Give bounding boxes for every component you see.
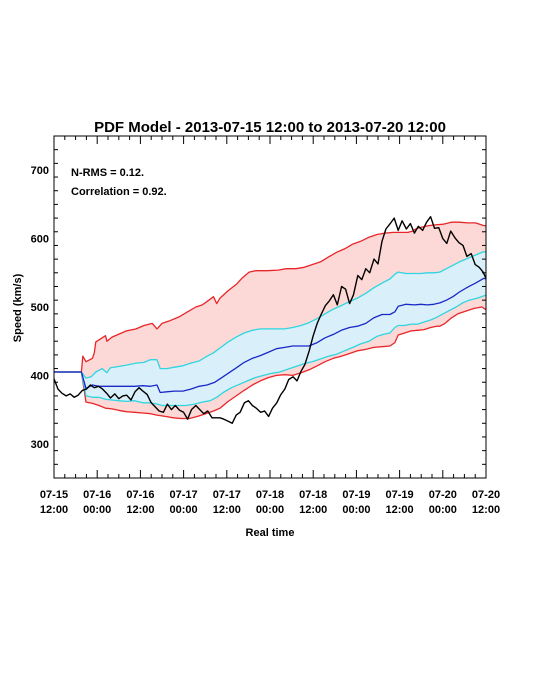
x-tick-label-date: 07-19 bbox=[386, 489, 414, 501]
axis-ticks: 300 400 500 600 700 07-15 12:00 07-16 00:00 07-16… bbox=[31, 136, 500, 516]
inner-confidence-band bbox=[54, 251, 486, 406]
x-tick-label-time: 00:00 bbox=[342, 504, 370, 516]
y-tick-label: 400 bbox=[31, 370, 49, 382]
series-line-lower-red bbox=[54, 306, 487, 420]
series-line-observed bbox=[53, 215, 487, 424]
series-line-median-blue bbox=[54, 277, 487, 394]
x-tick-label-time: 12:00 bbox=[40, 504, 68, 516]
x-tick-label-time: 12:00 bbox=[126, 504, 154, 516]
x-tick-label-time: 00:00 bbox=[429, 504, 457, 516]
plot-area bbox=[53, 215, 487, 424]
y-tick-label: 300 bbox=[31, 439, 49, 451]
x-tick-label-time: 12:00 bbox=[299, 504, 327, 516]
x-axis-label: Real time bbox=[246, 527, 295, 539]
x-tick-label-date: 07-20 bbox=[429, 489, 457, 501]
x-tick-label-time: 00:00 bbox=[83, 504, 111, 516]
x-tick-label-time: 00:00 bbox=[256, 504, 284, 516]
y-tick-label: 600 bbox=[31, 234, 49, 246]
y-tick-label: 700 bbox=[31, 165, 49, 177]
x-tick-label-date: 07-17 bbox=[213, 489, 241, 501]
x-tick-label-date: 07-18 bbox=[256, 489, 284, 501]
x-tick-label-date: 07-18 bbox=[299, 489, 327, 501]
x-tick-label-time: 12:00 bbox=[386, 504, 414, 516]
nrms-annotation: N-RMS = 0.12. bbox=[71, 167, 144, 179]
x-tick-label-date: 07-19 bbox=[342, 489, 370, 501]
correlation-annotation: Correlation = 0.92. bbox=[71, 186, 167, 198]
x-tick-label-date: 07-20 bbox=[472, 489, 500, 501]
y-tick-label: 500 bbox=[31, 302, 49, 314]
x-tick-label-time: 12:00 bbox=[472, 504, 500, 516]
x-tick-label-date: 07-17 bbox=[170, 489, 198, 501]
x-tick-label-time: 12:00 bbox=[213, 504, 241, 516]
x-tick-label-time: 00:00 bbox=[170, 504, 198, 516]
y-axis-label: Speed (km/s) bbox=[12, 273, 24, 342]
x-tick-label-date: 07-16 bbox=[83, 489, 111, 501]
series-line-lower-cyan bbox=[54, 294, 486, 407]
x-tick-label-date: 07-15 bbox=[40, 489, 68, 501]
x-tick-label-date: 07-16 bbox=[126, 489, 154, 501]
series-line-upper-cyan bbox=[54, 250, 487, 379]
chart-title: PDF Model - 2013-07-15 12:00 to 2013-07-… bbox=[94, 119, 446, 136]
